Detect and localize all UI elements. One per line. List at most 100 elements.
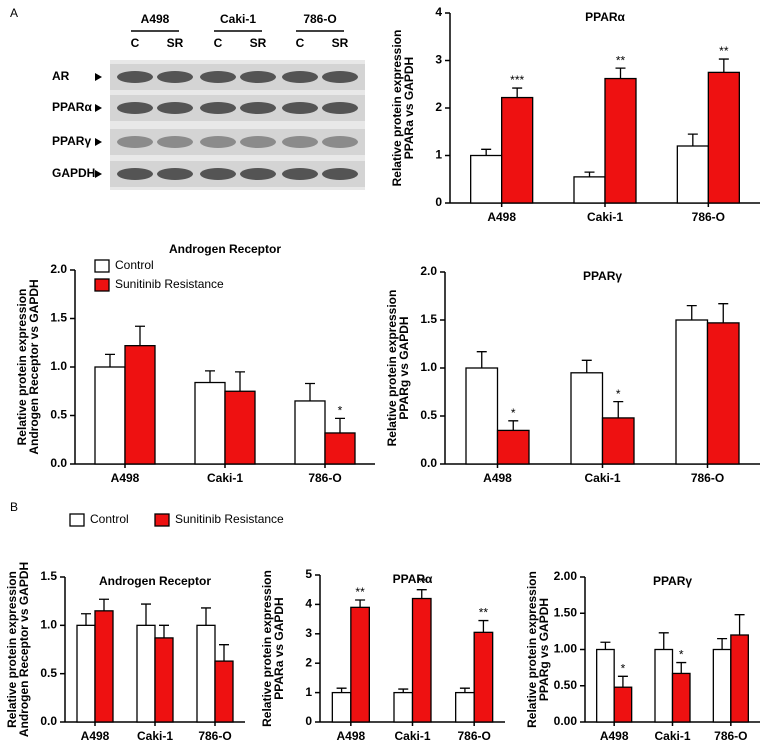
error-bar xyxy=(617,675,628,688)
protein-label: AR xyxy=(52,69,70,83)
band xyxy=(200,71,236,83)
x-tick-label: Caki-1 xyxy=(207,471,243,485)
y-axis-label: Androgen Receptor vs GAPDH xyxy=(27,279,41,454)
x-tick-label: A498 xyxy=(483,471,512,485)
error-bar xyxy=(718,303,729,323)
y-tick-label: 1.0 xyxy=(50,359,67,373)
lane-label: C xyxy=(214,36,223,50)
error-bar xyxy=(686,304,697,320)
x-tick-label: A498 xyxy=(600,729,629,743)
lane-label: SR xyxy=(167,36,184,50)
significance-label: ** xyxy=(355,585,365,599)
x-tick-label: 786-O xyxy=(198,729,231,743)
protein-label: GAPDH xyxy=(52,166,95,180)
chart-title: PPARγ xyxy=(583,269,622,283)
lane-label: C xyxy=(131,36,140,50)
lane-label: SR xyxy=(332,36,349,50)
legend-label: Control xyxy=(90,512,129,526)
y-tick-label: 1.5 xyxy=(50,311,67,325)
error-bar xyxy=(512,87,523,98)
x-tick-label: 786-O xyxy=(714,729,747,743)
legend-swatch xyxy=(94,278,110,292)
error-bar xyxy=(305,382,315,401)
x-tick-label: 786-O xyxy=(308,471,341,485)
band xyxy=(157,168,193,180)
band xyxy=(117,71,153,83)
error-bar xyxy=(205,370,215,383)
bar xyxy=(455,691,475,723)
y-tick-label: 1.0 xyxy=(40,618,57,632)
bar xyxy=(730,634,749,723)
error-bar xyxy=(99,598,109,611)
x-tick-label: A498 xyxy=(336,729,365,743)
error-bar xyxy=(336,687,347,693)
x-tick-label: Caki-1 xyxy=(394,729,430,743)
error-bar xyxy=(459,687,470,693)
band xyxy=(322,71,358,83)
y-tick-label: 2 xyxy=(435,100,442,114)
band xyxy=(200,102,236,114)
y-tick-label: 1.5 xyxy=(420,312,437,326)
significance-label: * xyxy=(621,661,626,675)
y-tick-label: 2.00 xyxy=(554,569,578,583)
y-tick-label: 4 xyxy=(435,5,442,19)
error-bar xyxy=(416,589,427,599)
band xyxy=(117,102,153,114)
bar xyxy=(496,429,530,465)
error-bar xyxy=(615,67,626,79)
cell-line-label: Caki-1 xyxy=(220,12,256,26)
error-bar xyxy=(159,624,169,638)
legend-swatch xyxy=(69,513,85,527)
error-bar xyxy=(658,632,669,650)
error-bar xyxy=(600,641,611,650)
error-bar xyxy=(717,637,728,650)
arrow xyxy=(95,138,102,146)
band xyxy=(282,168,318,180)
legend-label: Control xyxy=(115,258,154,272)
y-tick-label: 4 xyxy=(305,597,312,611)
error-bar xyxy=(105,353,115,367)
bar xyxy=(470,154,503,204)
band xyxy=(240,136,276,148)
band xyxy=(282,71,318,83)
y-tick-label: 2 xyxy=(305,655,312,669)
band xyxy=(282,102,318,114)
significance-label: ** xyxy=(719,44,729,58)
bar xyxy=(465,367,499,465)
arrow xyxy=(95,73,102,81)
cell-line-label: A498 xyxy=(141,12,170,26)
x-tick-label: A498 xyxy=(111,471,140,485)
bar xyxy=(94,610,114,723)
error-bar xyxy=(398,688,409,693)
error-bar xyxy=(81,613,91,626)
bar xyxy=(601,417,635,465)
y-axis-label: Relative protein expression xyxy=(5,571,19,728)
y-axis-label: Relative protein expression xyxy=(260,570,274,727)
error-bar xyxy=(355,599,366,608)
error-bar xyxy=(581,359,592,373)
bar xyxy=(411,597,432,723)
chart-title: Androgen Receptor xyxy=(169,242,281,256)
y-tick-label: 0.5 xyxy=(50,408,67,422)
error-bar xyxy=(478,619,489,633)
error-bar xyxy=(718,58,729,73)
y-tick-label: 1.50 xyxy=(554,605,578,619)
bar xyxy=(596,648,615,723)
error-bar xyxy=(141,603,151,626)
bar xyxy=(570,372,604,465)
band xyxy=(240,168,276,180)
y-tick-label: 0.5 xyxy=(40,666,57,680)
y-axis-label: Androgen Receptor vs GAPDH xyxy=(17,562,31,737)
y-axis-label: PPARa vs GAPDH xyxy=(272,597,286,699)
y-tick-label: 5 xyxy=(305,567,312,581)
x-tick-label: A498 xyxy=(487,210,516,224)
band xyxy=(282,136,318,148)
y-tick-label: 0.5 xyxy=(420,408,437,422)
band xyxy=(157,71,193,83)
bar xyxy=(712,648,732,723)
bar xyxy=(94,366,126,465)
x-tick-label: 786-O xyxy=(692,210,725,224)
y-axis-label: Relative protein expression xyxy=(15,289,29,446)
band xyxy=(200,136,236,148)
blot-strip xyxy=(110,129,365,155)
